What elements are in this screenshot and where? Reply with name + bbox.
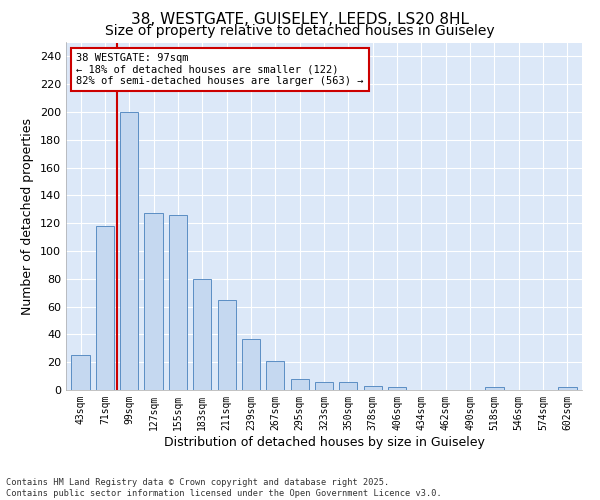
Bar — [315, 382, 333, 390]
Bar — [169, 215, 187, 390]
Bar — [558, 387, 577, 390]
Bar — [485, 387, 503, 390]
Bar — [193, 279, 211, 390]
Bar — [364, 386, 382, 390]
X-axis label: Distribution of detached houses by size in Guiseley: Distribution of detached houses by size … — [164, 436, 484, 448]
Bar — [290, 379, 309, 390]
Bar — [96, 226, 114, 390]
Bar — [145, 214, 163, 390]
Text: 38, WESTGATE, GUISELEY, LEEDS, LS20 8HL: 38, WESTGATE, GUISELEY, LEEDS, LS20 8HL — [131, 12, 469, 28]
Y-axis label: Number of detached properties: Number of detached properties — [22, 118, 34, 315]
Text: Size of property relative to detached houses in Guiseley: Size of property relative to detached ho… — [105, 24, 495, 38]
Bar — [266, 361, 284, 390]
Bar — [218, 300, 236, 390]
Text: Contains HM Land Registry data © Crown copyright and database right 2025.
Contai: Contains HM Land Registry data © Crown c… — [6, 478, 442, 498]
Bar — [71, 355, 90, 390]
Bar — [388, 387, 406, 390]
Bar — [242, 338, 260, 390]
Bar — [120, 112, 139, 390]
Bar — [339, 382, 358, 390]
Text: 38 WESTGATE: 97sqm
← 18% of detached houses are smaller (122)
82% of semi-detach: 38 WESTGATE: 97sqm ← 18% of detached hou… — [76, 53, 364, 86]
